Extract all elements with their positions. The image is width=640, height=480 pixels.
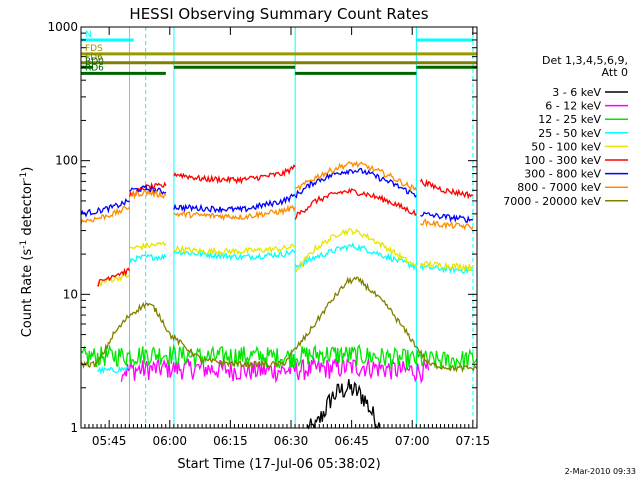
series-line [294,167,417,199]
series-line [96,273,130,288]
y-axis-label-sup: -1 [19,240,29,249]
series-line [294,187,417,220]
legend-label: 100 - 300 keV [524,154,601,167]
legend-label: 800 - 7000 keV [517,181,601,194]
series-line [97,267,131,287]
flag-label-rd6: RD6 [85,63,104,73]
series-line [129,188,167,200]
timestamp: 2-Mar-2010 09:33 [565,467,636,476]
series-line [128,253,167,264]
y-tick-label: 1 [70,421,78,435]
y-tick-label: 10 [63,287,78,301]
series-lines [80,160,478,430]
flag-label-fds: FDS [85,44,103,54]
y-tick-label: 100 [55,154,78,168]
series-line [419,260,474,272]
x-tick-label: 06:15 [213,434,248,448]
legend-label: 300 - 800 keV [524,168,601,181]
legend-label: 3 - 6 keV [552,86,601,99]
y-tick-label: 1000 [47,20,78,34]
series-line [295,227,417,273]
series-line [173,164,296,185]
legend-header: Det 1,3,4,5,6,9, [542,54,628,67]
y-axis: 1 10 100 1000 [47,20,477,435]
legend-header: Att 0 [602,66,628,79]
flag-label-fd6: FD6 [85,53,103,63]
series-line [129,184,167,196]
x-axis-label: Start Time (17-Jul-06 05:38:02) [177,457,380,472]
series-line [80,206,131,225]
series-line [80,343,478,371]
y-axis-label-part: ) [20,167,35,172]
y-axis-label: Count Rate (s-1 detector-1) [19,167,35,338]
y-axis-label-sup: -1 [19,172,29,181]
series-line [80,276,478,374]
y-axis-label-part: detector [20,180,35,240]
series-line [96,365,130,375]
series-line [173,243,296,256]
series-line [419,178,474,200]
x-tick-label: 06:30 [274,434,309,448]
legend-label: 7000 - 20000 keV [503,195,601,208]
y-axis-label-part: Count Rate (s [20,249,35,338]
chart-title: HESSI Observing Summary Count Rates [129,5,428,23]
series-line [173,248,296,261]
series-line [294,160,417,192]
series-line [173,193,296,214]
legend-label: 25 - 50 keV [538,127,601,140]
x-tick-label: 06:00 [152,434,187,448]
flag-label-rd0: RD0 [85,57,104,67]
series-line [420,211,474,223]
x-tick-label: 07:15 [456,434,491,448]
series-line [173,204,296,222]
series-line [129,241,167,251]
x-axis: 05:45 06:00 06:15 06:30 06:45 07:00 07:15 [84,27,491,448]
x-tick-label: 07:00 [395,434,430,448]
flag-label-n: N [85,30,92,40]
series-line [80,198,130,218]
legend-label: 50 - 100 keV [531,140,601,153]
x-tick-label: 06:45 [334,434,369,448]
legend-label: 12 - 25 keV [538,113,601,126]
x-tick-label: 05:45 [92,434,127,448]
series-line [294,242,417,271]
series-line [306,379,381,430]
legend-label: 6 - 12 keV [545,100,601,113]
series-line [419,218,474,231]
